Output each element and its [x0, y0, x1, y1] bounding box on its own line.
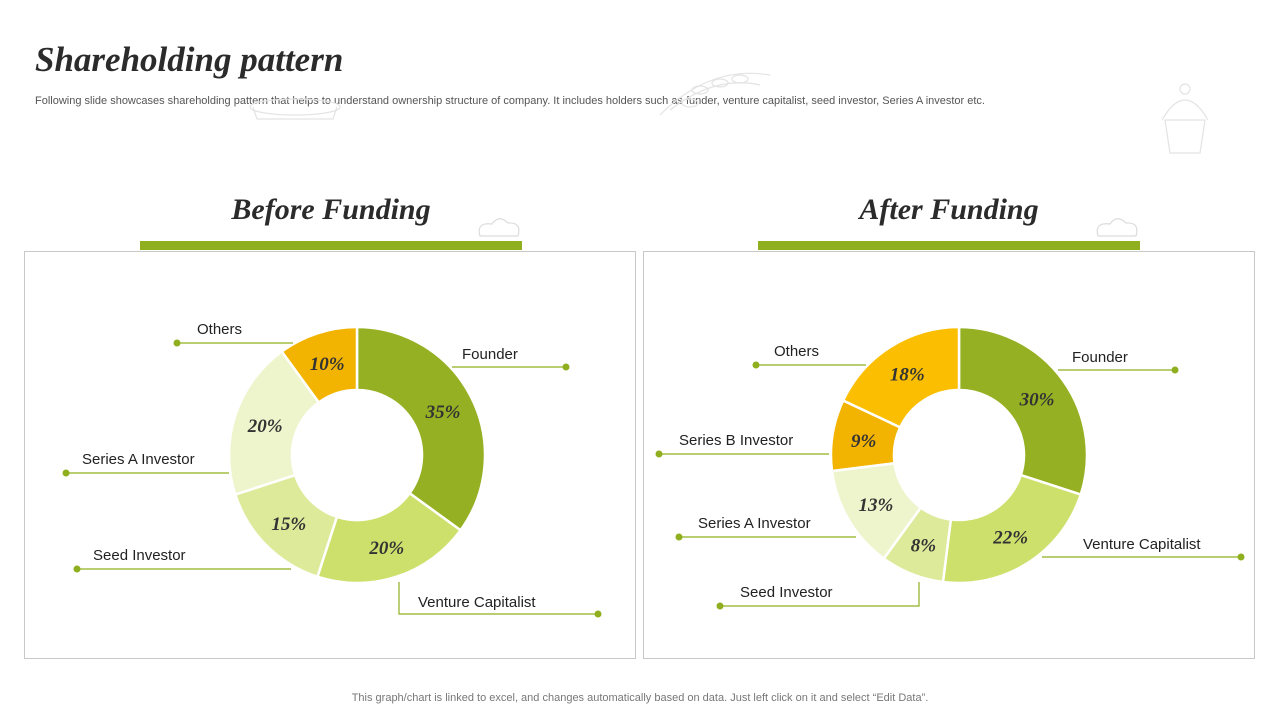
value-label-seed-investor: 15% — [271, 514, 306, 535]
slice-founder[interactable] — [355, 325, 487, 532]
category-label-venture-capitalist: Venture Capitalist — [418, 594, 536, 611]
category-label-others: Others — [774, 343, 819, 360]
after-funding-panel: 30% Founder 22% Venture Capitalist 8% Seed In… — [643, 251, 1255, 659]
value-label-series-b-investor: 9% — [851, 431, 876, 452]
value-label-founder: 30% — [1019, 389, 1055, 410]
value-label-venture-capitalist: 22% — [992, 527, 1028, 548]
leader-dot-others — [752, 361, 760, 369]
category-label-seed-investor: Seed Investor — [740, 584, 833, 601]
before-funding-panel: 35% Founder 20% Venture Capitalist 15% Seed I… — [24, 251, 636, 659]
chef-hat-icon — [478, 218, 520, 237]
leader-dot-seed-investor — [73, 565, 81, 573]
leader-dot-seed-investor — [716, 602, 724, 610]
decorative-cupcake-sketch — [1161, 83, 1209, 154]
value-label-seed-investor: 8% — [911, 536, 936, 557]
page-title: Shareholding pattern — [35, 40, 344, 79]
leader-line-venture-capitalist — [398, 582, 598, 615]
after-funding-donut-chart[interactable]: 30% Founder 22% Venture Capitalist 8% Seed In… — [644, 252, 1256, 660]
category-label-series-a-investor: Series A Investor — [698, 515, 811, 532]
category-label-series-a-investor: Series A Investor — [82, 451, 195, 468]
value-label-series-a-investor: 13% — [859, 495, 894, 516]
slice-venture-capitalist[interactable] — [941, 473, 1083, 585]
chef-hat-icon — [1096, 218, 1138, 237]
value-label-series-a-investor: 20% — [247, 416, 283, 437]
before-funding-donut-chart[interactable]: 35% Founder 20% Venture Capitalist 15% Seed I… — [25, 252, 637, 660]
before-funding-accent-bar — [140, 241, 522, 250]
before-funding-title: Before Funding — [231, 193, 431, 226]
category-label-founder: Founder — [1072, 349, 1128, 366]
leader-dot-founder — [1171, 366, 1179, 374]
slice-founder[interactable] — [957, 325, 1089, 497]
after-funding-title: After Funding — [859, 193, 1039, 226]
category-label-seed-investor: Seed Investor — [93, 547, 186, 564]
category-label-series-b-investor: Series B Investor — [679, 432, 793, 449]
leader-line-seed-investor — [720, 582, 920, 607]
leader-dot-series-b-investor — [655, 450, 663, 458]
leader-dot-venture-capitalist — [1237, 553, 1245, 561]
slice-venture-capitalist[interactable] — [315, 491, 463, 585]
slice-others[interactable] — [280, 325, 359, 405]
after-funding-accent-bar — [758, 241, 1140, 250]
value-label-venture-capitalist: 20% — [368, 538, 404, 559]
slice-others[interactable] — [841, 325, 961, 429]
slice-series-a-investor[interactable] — [227, 349, 321, 497]
leader-dot-founder — [562, 363, 570, 371]
category-label-founder: Founder — [462, 346, 518, 363]
leader-dot-venture-capitalist — [594, 610, 602, 618]
leader-dot-series-a-investor — [62, 469, 70, 477]
leader-dot-series-a-investor — [675, 533, 683, 541]
value-label-founder: 35% — [425, 402, 461, 423]
leader-dot-others — [173, 339, 181, 347]
page-subtitle: Following slide showcases shareholding p… — [35, 95, 985, 107]
category-label-venture-capitalist: Venture Capitalist — [1083, 536, 1201, 553]
value-label-others: 10% — [310, 354, 345, 375]
value-label-others: 18% — [890, 365, 925, 386]
decorative-tart-sketch — [249, 98, 341, 120]
footer-note: This graph/chart is linked to excel, and… — [351, 692, 929, 704]
category-label-others: Others — [197, 321, 242, 338]
decorative-bakery-sketch — [659, 72, 771, 116]
